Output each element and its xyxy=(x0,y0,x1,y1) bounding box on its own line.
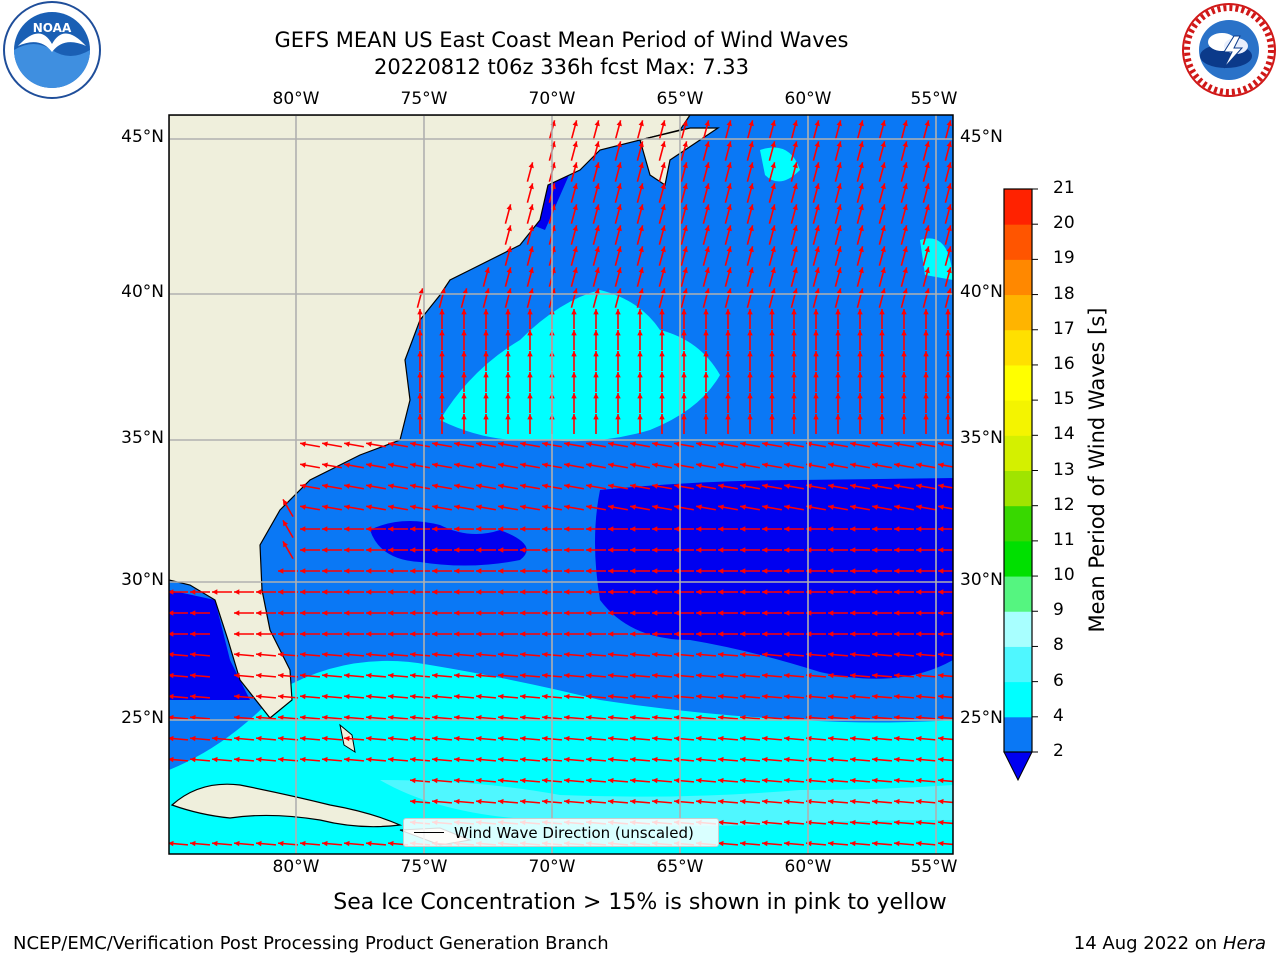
lon-label-55w-bottom: 55°W xyxy=(910,857,958,877)
colorbar-tick-label: 16 xyxy=(1053,353,1075,374)
colorbar-tick-label: 19 xyxy=(1053,248,1075,269)
lon-label-80w-top: 80°W xyxy=(272,89,320,109)
lat-label-35n-right: 35°N xyxy=(960,428,1003,448)
lat-label-45n-right: 45°N xyxy=(960,127,1003,147)
lat-label-45n-left: 45°N xyxy=(121,127,164,147)
sea-ice-note: Sea Ice Concentration > 15% is shown in … xyxy=(333,890,947,915)
lat-label-30n-left: 30°N xyxy=(121,570,164,590)
lon-label-60w-bottom: 60°W xyxy=(784,857,832,877)
colorbar-tick-label: 10 xyxy=(1053,565,1075,586)
map-field xyxy=(169,115,953,854)
graticule xyxy=(169,115,953,854)
legend-label: Wind Wave Direction (unscaled) xyxy=(454,823,694,842)
colorbar-tick-label: 13 xyxy=(1053,459,1075,480)
lon-label-70w-bottom: 70°W xyxy=(528,857,576,877)
lat-label-25n-left: 25°N xyxy=(121,708,164,728)
lat-label-35n-left: 35°N xyxy=(121,428,164,448)
svg-text:NOAA: NOAA xyxy=(33,21,72,35)
cuba-land xyxy=(170,783,403,828)
colorbar-tick-label: 9 xyxy=(1053,600,1064,621)
colorbar-tick-label: 12 xyxy=(1053,494,1075,515)
footer-date-text: 14 Aug 2022 on xyxy=(1073,933,1218,954)
lat-label-25n-right: 25°N xyxy=(960,708,1003,728)
colorbar-tick-label: 17 xyxy=(1053,318,1075,339)
colorbar-tick-label: 20 xyxy=(1053,213,1075,234)
lon-label-75w-bottom: 75°W xyxy=(400,857,448,877)
lon-label-65w-bottom: 65°W xyxy=(656,857,704,877)
colorbar-tick-label: 21 xyxy=(1053,178,1075,198)
colorbar-tick-label: 18 xyxy=(1053,283,1075,304)
map-legend: Wind Wave Direction (unscaled) xyxy=(403,818,719,847)
lon-label-75w-top: 75°W xyxy=(400,89,448,109)
colorbar-tick-label: 14 xyxy=(1053,424,1075,445)
lon-label-80w-bottom: 80°W xyxy=(272,857,320,877)
lon-label-55w-top: 55°W xyxy=(910,89,958,109)
colorbar-tick-label: 2 xyxy=(1053,741,1064,761)
low-period-region-west xyxy=(370,521,527,566)
low-period-gulf xyxy=(169,590,250,700)
lon-label-60w-top: 60°W xyxy=(784,89,832,109)
low-period-region xyxy=(595,478,953,679)
lat-label-40n-left: 40°N xyxy=(121,282,164,302)
higher-period-region-mid xyxy=(440,290,720,442)
colorbar-tick-label: 4 xyxy=(1053,705,1064,726)
lon-label-70w-top: 70°W xyxy=(528,89,576,109)
map-title: GEFS MEAN US East Coast Mean Period of W… xyxy=(274,28,849,52)
colorbar-tick-label: 15 xyxy=(1053,389,1075,410)
colorbar-tick-label: 6 xyxy=(1053,670,1064,691)
colorbar-label: Mean Period of Wind Waves [s] xyxy=(1085,307,1109,633)
wind-wave-arrows xyxy=(169,120,953,847)
lat-label-40n-right: 40°N xyxy=(960,282,1003,302)
footer-machine: Hera xyxy=(1222,933,1266,954)
footer-date: 14 Aug 2022 on Hera xyxy=(1074,933,1266,954)
legend-line-icon xyxy=(414,832,444,833)
lat-label-30n-right: 30°N xyxy=(960,570,1003,590)
lon-label-65w-top: 65°W xyxy=(656,89,704,109)
map-subtitle-forecast: 20220812 t06z 336h fcst Max: 7.33 xyxy=(374,55,749,79)
colorbar-tick-label: 8 xyxy=(1053,635,1064,656)
nws-logo-icon xyxy=(1182,3,1276,97)
noaa-logo-icon: NOAA xyxy=(3,1,101,99)
footer-credit: NCEP/EMC/Verification Post Processing Pr… xyxy=(13,933,609,954)
colorbar-tick-label: 11 xyxy=(1053,529,1075,550)
map-frame xyxy=(168,114,954,855)
